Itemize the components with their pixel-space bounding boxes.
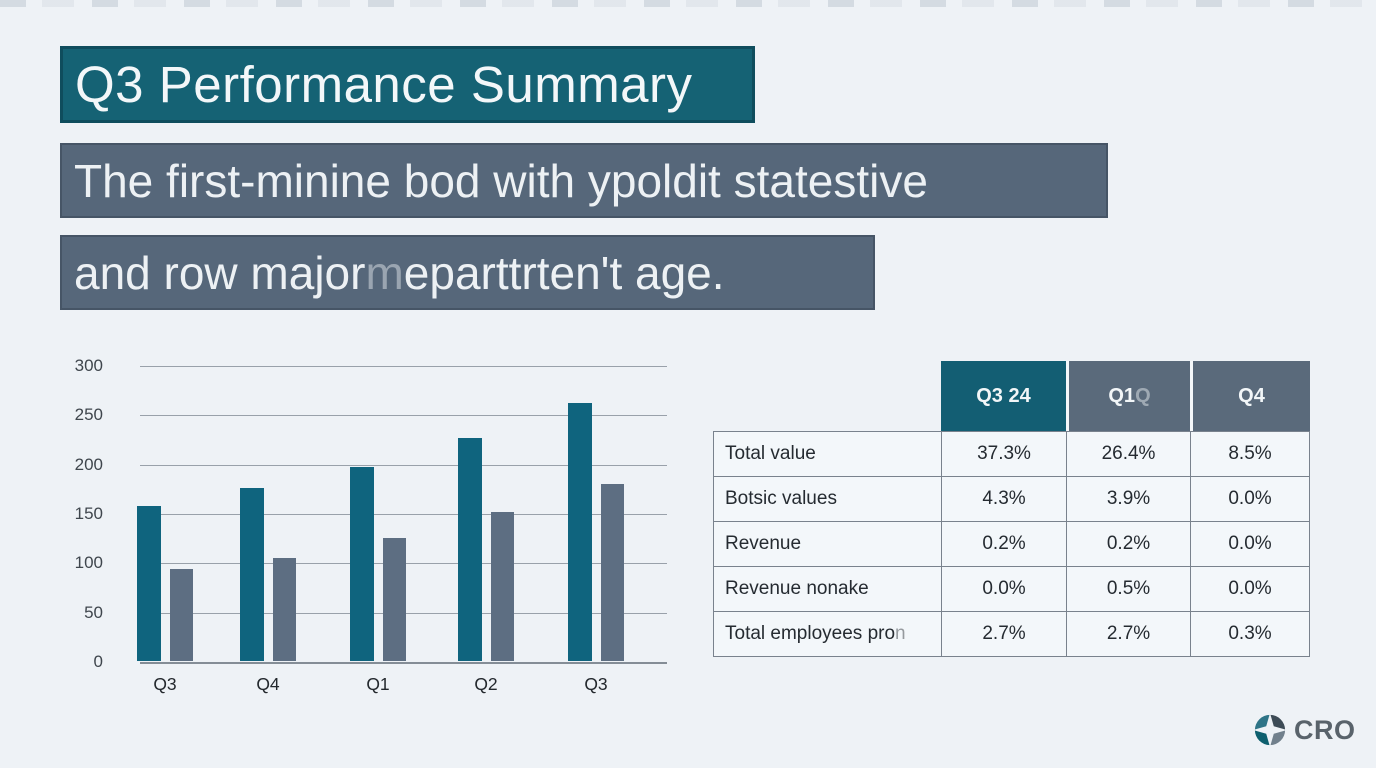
row-value: 0.0% <box>1190 477 1309 521</box>
row-value: 4.3% <box>941 477 1066 521</box>
logo-text: CRO <box>1294 714 1356 745</box>
primary-bar <box>568 403 592 661</box>
secondary-bar <box>170 569 193 661</box>
secondary-bar <box>491 512 514 661</box>
table-row: Botsic values 4.3% 3.9% 0.0% <box>714 476 1309 521</box>
subtitle-line-1-text: The first-minine bod with ypoldit states… <box>74 154 928 207</box>
company-logo: CRO <box>1253 713 1356 747</box>
row-value: 8.5% <box>1190 432 1309 476</box>
subtitle-line-1: The first-minine bod with ypoldit states… <box>60 143 1108 218</box>
bar-group <box>240 488 296 661</box>
page-title: Q3 Performance Summary <box>60 46 755 123</box>
row-label-text: Revenue <box>725 533 802 554</box>
table-row: Revenue nonake 0.0% 0.5% 0.0% <box>714 566 1309 611</box>
secondary-bar <box>273 558 296 661</box>
subtitle-line-2-pre: and row major <box>74 246 366 299</box>
primary-bar <box>458 438 482 661</box>
primary-bar <box>137 506 161 661</box>
row-value: 3.9% <box>1066 477 1190 521</box>
row-label-text: Botsic values <box>725 488 837 509</box>
x-axis-category-label: Q2 <box>474 674 498 694</box>
table-header-col-3: Q4 <box>1190 361 1310 431</box>
secondary-bar <box>383 537 406 661</box>
table-row: Total value 37.3% 26.4% 8.5% <box>714 432 1309 476</box>
row-value: 0.0% <box>941 567 1066 611</box>
table-header-spacer <box>713 361 941 431</box>
table-header-col-1: Q3 24 <box>941 361 1066 431</box>
top-edge-artifacts <box>0 0 1376 7</box>
row-label: Revenue <box>714 522 941 566</box>
chart-plot <box>137 366 667 664</box>
x-axis-category-label: Q3 <box>584 674 608 694</box>
row-value: 2.7% <box>1066 612 1190 656</box>
row-value: 0.2% <box>1066 522 1190 566</box>
row-label: Botsic values <box>714 477 941 521</box>
table-header-row: Q3 24 Q1 Q Q4 <box>713 361 1310 431</box>
y-axis-tick-label: 200 <box>74 454 103 474</box>
row-value: 0.3% <box>1190 612 1309 656</box>
row-value: 2.7% <box>941 612 1066 656</box>
bar-group <box>458 438 514 661</box>
y-axis-tick-label: 150 <box>74 504 103 523</box>
page-title-text: Q3 Performance Summary <box>75 56 693 113</box>
table-header-col-1-label: Q3 24 <box>976 384 1031 407</box>
table-header-col-3-label: Q4 <box>1238 384 1265 407</box>
y-axis-tick-label: 50 <box>84 602 103 622</box>
row-label-text: Revenue nonake <box>725 578 869 599</box>
subtitle-line-2-post: eparttrten't age. <box>403 246 725 299</box>
row-value: 0.0% <box>1190 522 1309 566</box>
row-value: 0.2% <box>941 522 1066 566</box>
subtitle-line-2-ghost: m <box>365 246 404 299</box>
gridline <box>140 415 667 417</box>
bar-group <box>568 403 624 661</box>
y-axis-tick-label: 250 <box>74 405 103 425</box>
summary-table: Q3 24 Q1 Q Q4 Total value 37.3% 26.4% 8.… <box>713 361 1310 657</box>
table-row: Revenue 0.2% 0.2% 0.0% <box>714 521 1309 566</box>
table-row: Total employees pro n 2.7% 2.7% 0.3% <box>714 611 1309 656</box>
gridline <box>140 514 667 515</box>
y-axis-tick-label: 300 <box>74 356 103 375</box>
x-axis-category-label: Q3 <box>153 674 177 694</box>
table-header-col-2-ghost: Q <box>1135 384 1151 407</box>
bar-group <box>137 506 193 661</box>
primary-bar <box>240 488 264 661</box>
row-label: Total value <box>714 432 941 476</box>
row-value: 37.3% <box>941 432 1066 476</box>
gridline <box>140 662 667 664</box>
secondary-bar <box>601 484 624 661</box>
row-value: 0.0% <box>1190 567 1309 611</box>
quarterly-bar-chart: 0 50 100 150 200 250 300 Q3 Q4 Q1 Q2 Q3 <box>60 355 680 715</box>
x-axis-category-label: Q1 <box>366 674 390 694</box>
row-value: 26.4% <box>1066 432 1190 476</box>
row-label-ghost: n <box>895 623 906 644</box>
primary-bar <box>350 466 374 661</box>
gridline <box>140 464 667 466</box>
row-label: Total employees pro n <box>714 612 941 656</box>
row-label: Revenue nonake <box>714 567 941 611</box>
row-value: 0.5% <box>1066 567 1190 611</box>
bar-group <box>350 466 406 661</box>
table-header-col-2-label: Q1 <box>1108 384 1136 407</box>
row-label-text: Total value <box>725 443 816 464</box>
y-axis-tick-label: 0 <box>93 652 103 671</box>
table-header-col-2: Q1 Q <box>1066 361 1190 431</box>
subtitle-line-2: and row major m eparttrten't age. <box>60 235 875 310</box>
gridline <box>140 366 667 367</box>
table-body: Total value 37.3% 26.4% 8.5% Botsic valu… <box>713 431 1310 657</box>
y-axis-tick-label: 100 <box>74 553 103 573</box>
pinwheel-star-icon <box>1253 713 1287 747</box>
x-axis-category-label: Q4 <box>256 674 280 694</box>
row-label-text: Total employees pro <box>725 623 896 644</box>
